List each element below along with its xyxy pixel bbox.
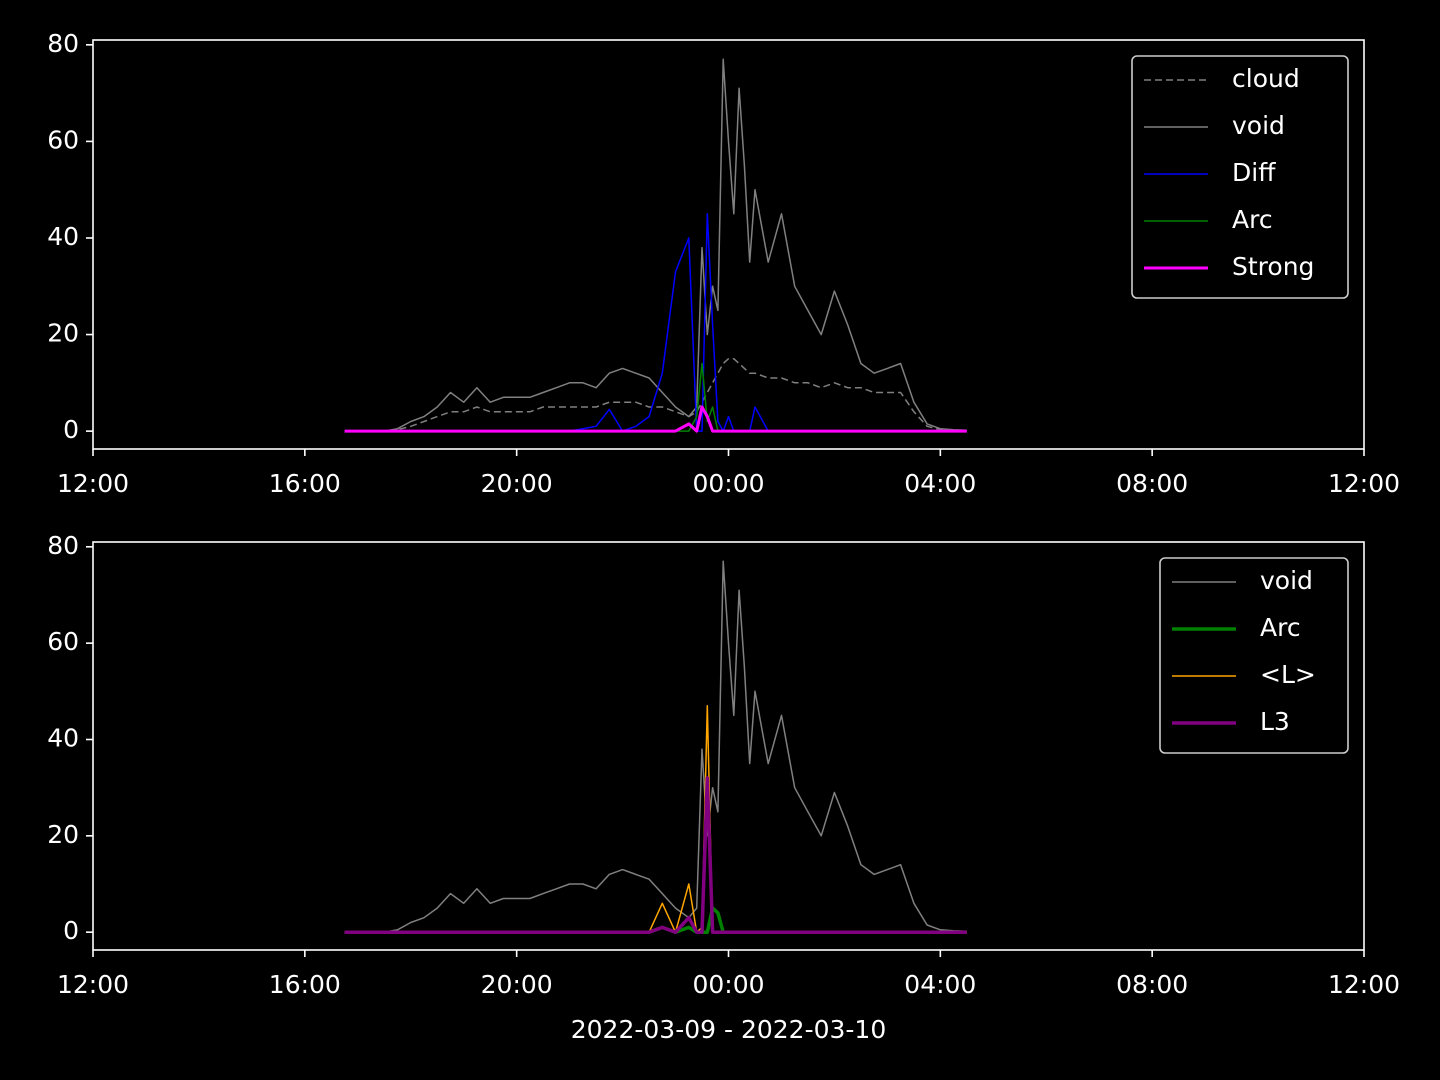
series-line — [344, 58, 967, 432]
x-tick-label: 00:00 — [692, 970, 764, 999]
y-tick-label: 0 — [63, 415, 79, 444]
y-tick-label: 60 — [47, 627, 79, 656]
y-tick-label: 60 — [47, 125, 79, 154]
legend-label: cloud — [1232, 64, 1300, 93]
legend-label: <L> — [1260, 660, 1316, 689]
x-tick-label: 08:00 — [1116, 469, 1188, 498]
y-tick-label: 80 — [47, 29, 79, 58]
x-tick-label: 08:00 — [1116, 970, 1188, 999]
series-line — [344, 560, 967, 933]
x-axis-label: 2022-03-09 - 2022-03-10 — [571, 1015, 887, 1044]
x-tick-label: 12:00 — [1328, 469, 1400, 498]
legend-box — [1131, 55, 1349, 299]
legend-label: L3 — [1260, 707, 1290, 736]
x-tick-label: 20:00 — [481, 469, 553, 498]
y-tick-label: 40 — [47, 723, 79, 752]
y-tick-label: 20 — [47, 820, 79, 849]
legend-label: void — [1232, 111, 1285, 140]
y-tick-label: 20 — [47, 319, 79, 348]
legend-label: Strong — [1232, 252, 1314, 281]
legend-label: void — [1260, 566, 1313, 595]
series-line — [344, 776, 967, 934]
x-tick-label: 04:00 — [904, 469, 976, 498]
x-tick-label: 12:00 — [1328, 970, 1400, 999]
legend-box — [1159, 557, 1349, 754]
legend-label: Diff — [1232, 158, 1276, 187]
x-tick-label: 04:00 — [904, 970, 976, 999]
x-tick-label: 16:00 — [269, 469, 341, 498]
x-tick-label: 12:00 — [57, 469, 129, 498]
series-line — [344, 357, 967, 432]
x-tick-label: 00:00 — [692, 469, 764, 498]
legend-label: Arc — [1260, 613, 1301, 642]
x-tick-label: 12:00 — [57, 970, 129, 999]
series-line — [344, 405, 967, 433]
y-tick-label: 0 — [63, 916, 79, 945]
x-tick-label: 16:00 — [269, 970, 341, 999]
x-tick-label: 20:00 — [481, 970, 553, 999]
legend-label: Arc — [1232, 205, 1273, 234]
y-tick-label: 40 — [47, 222, 79, 251]
y-tick-label: 80 — [47, 531, 79, 560]
